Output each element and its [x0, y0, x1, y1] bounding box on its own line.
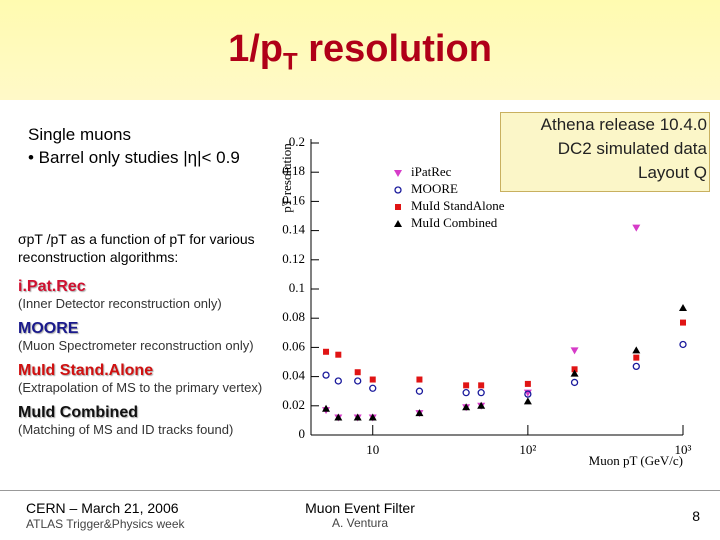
legend-label: MOORE [411, 181, 458, 196]
header-band [0, 0, 720, 100]
data-point [679, 303, 687, 311]
alg: i.Pat.Rec (Inner Detector reconstruction … [18, 278, 268, 312]
alg-note: (Extrapolation of MS to the primary vert… [18, 380, 263, 395]
data-point [477, 401, 486, 409]
data-point [524, 380, 531, 387]
alg-note: (Matching of MS and ID tracks found) [18, 422, 234, 437]
data-point [322, 371, 330, 379]
y-tick-label: 0.08 [282, 309, 305, 324]
box-line: Layout Q [638, 163, 707, 182]
intro-line: Single muons [28, 125, 132, 144]
page-number: 8 [692, 508, 700, 524]
alg: MOORE (Muon Spectrometer reconstruction o… [18, 320, 268, 354]
footer-center-sub: A. Ventura [331, 516, 389, 530]
description: σpT /pT as a function of pT for various … [18, 230, 268, 438]
alg-name: MuId Combined [18, 404, 138, 421]
data-point [463, 382, 470, 389]
data-point [679, 340, 687, 349]
footer-rule [0, 490, 720, 491]
x-axis-label: Muon pT (GeV/c) [589, 453, 683, 468]
data-point [334, 377, 342, 385]
y-tick-label: 0.06 [282, 338, 305, 353]
data-point [334, 413, 343, 421]
description-text: σpT /pT as a function of pT for various … [18, 231, 255, 265]
data-point [416, 376, 423, 383]
y-tick-label: 0.02 [282, 397, 305, 412]
data-point [369, 376, 376, 383]
intro: Single muons • Barrel only studies |η|< 0… [28, 123, 268, 169]
alg-name: i.Pat.Rec [18, 278, 86, 295]
x-tick-label: 10³ [675, 442, 692, 457]
data-point [570, 369, 579, 377]
alg-note: (Inner Detector reconstruction only) [18, 296, 222, 311]
title-sub: T [283, 48, 298, 76]
y-axis-label: pT resolution [279, 143, 294, 213]
box-line: Athena release 10.4.0 [540, 115, 707, 134]
title-main: 1/p [228, 28, 283, 70]
data-point [354, 377, 362, 385]
data-point [353, 413, 362, 421]
data-point [322, 404, 331, 412]
y-tick-label: 0.14 [282, 222, 305, 237]
alg: MuId Stand.Alone (Extrapolation of MS to … [18, 362, 268, 396]
data-point [477, 389, 485, 397]
data-point [570, 347, 579, 355]
y-tick-label: 0.1 [289, 280, 305, 295]
legend-label: MuId Combined [411, 215, 498, 230]
data-point [369, 384, 377, 392]
legend-marker [394, 170, 402, 177]
legend-label: MuId StandAlone [411, 198, 505, 213]
data-point [323, 348, 330, 355]
data-point [571, 366, 578, 373]
footer-left-sub: ATLAS Trigger&Physics week [26, 517, 185, 531]
legend-label: iPatRec [411, 164, 452, 179]
data-point [523, 397, 532, 405]
x-tick-label: 10 [366, 442, 379, 457]
alg-name: MuId Stand.Alone [18, 362, 154, 379]
slide-title: 1/pT resolution [0, 28, 720, 77]
data-point [680, 319, 686, 326]
box-line: DC2 simulated data [557, 139, 707, 158]
y-tick-label: 0 [299, 426, 306, 441]
data-point [368, 413, 377, 421]
y-tick-label: 0.2 [289, 134, 305, 149]
data-point [478, 382, 485, 389]
title-rest: resolution [297, 28, 492, 70]
data-point [415, 409, 424, 417]
y-tick-label: 0.04 [282, 368, 305, 383]
data-point [632, 346, 641, 354]
data-point [633, 354, 640, 361]
y-tick-label: 0.16 [282, 192, 305, 207]
legend-marker [395, 204, 401, 210]
y-tick-label: 0.18 [282, 163, 305, 178]
alg: MuId Combined (Matching of MS and ID trac… [18, 404, 268, 438]
legend-marker [394, 186, 402, 194]
data-point [462, 403, 471, 411]
footer-center: Muon Event Filter [305, 500, 415, 516]
footer-left: CERN – March 21, 2006 [26, 500, 179, 516]
release-box: Athena release 10.4.0 DC2 simulated data L… [500, 112, 710, 192]
data-point [524, 390, 532, 398]
data-point [354, 369, 361, 376]
data-point [335, 351, 342, 358]
data-point [570, 378, 579, 387]
x-tick-label: 10² [519, 442, 536, 457]
alg-name: MOORE [18, 320, 79, 337]
data-point [632, 362, 640, 371]
data-point [632, 224, 641, 232]
data-point [462, 389, 470, 397]
y-tick-label: 0.12 [282, 251, 305, 266]
data-point [415, 387, 424, 395]
alg-note: (Muon Spectrometer reconstruction only) [18, 338, 254, 353]
intro-line: • Barrel only studies |η|< 0.9 [28, 148, 240, 167]
legend-marker [394, 220, 402, 227]
